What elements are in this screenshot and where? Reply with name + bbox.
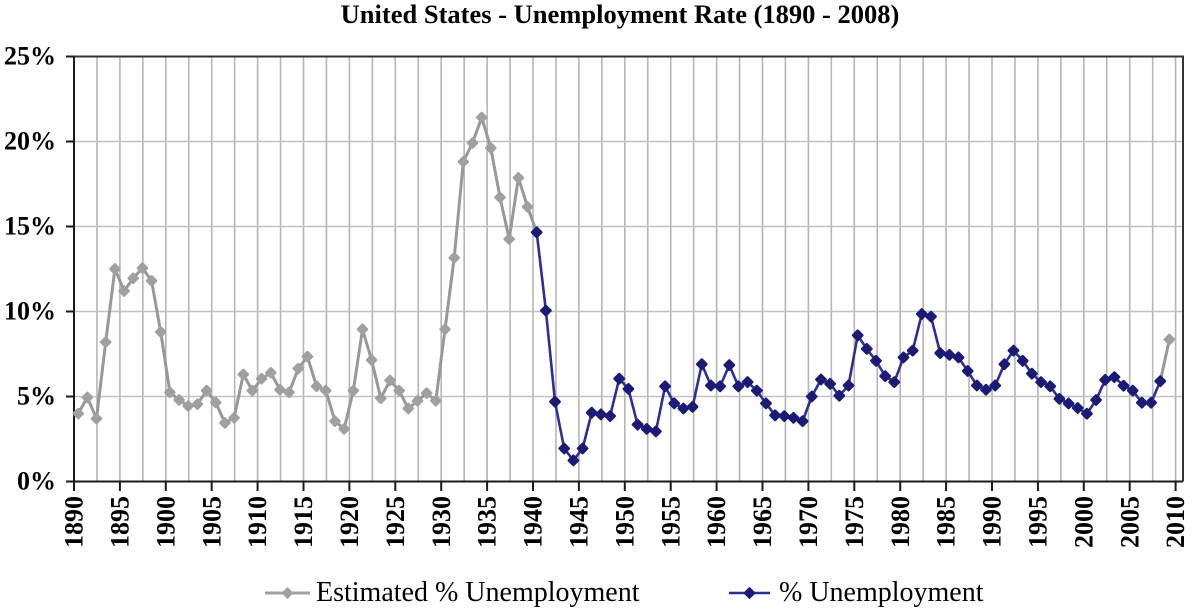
svg-text:15%: 15% <box>4 212 56 241</box>
svg-text:2000: 2000 <box>1069 496 1098 548</box>
svg-text:1890: 1890 <box>60 496 89 548</box>
svg-text:1915: 1915 <box>289 496 318 548</box>
svg-text:2010: 2010 <box>1161 496 1190 548</box>
svg-text:20%: 20% <box>4 127 56 156</box>
svg-text:1975: 1975 <box>840 496 869 548</box>
svg-text:10%: 10% <box>4 297 56 326</box>
svg-text:1905: 1905 <box>197 496 226 548</box>
svg-text:United States - Unemployment R: United States - Unemployment Rate (1890 … <box>341 0 900 29</box>
svg-text:1950: 1950 <box>610 496 639 548</box>
svg-text:1930: 1930 <box>427 496 456 548</box>
svg-text:0%: 0% <box>17 467 56 496</box>
svg-text:1925: 1925 <box>381 496 410 548</box>
svg-text:1965: 1965 <box>748 496 777 548</box>
svg-text:% Unemployment: % Unemployment <box>779 577 984 608</box>
svg-text:1935: 1935 <box>473 496 502 548</box>
svg-text:2005: 2005 <box>1115 496 1144 548</box>
svg-text:1990: 1990 <box>978 496 1007 548</box>
svg-text:1985: 1985 <box>932 496 961 548</box>
svg-text:1955: 1955 <box>656 496 685 548</box>
svg-text:1900: 1900 <box>151 496 180 548</box>
svg-text:1980: 1980 <box>886 496 915 548</box>
svg-text:1895: 1895 <box>106 496 135 548</box>
svg-text:Estimated % Unemployment: Estimated % Unemployment <box>316 577 640 608</box>
svg-text:1920: 1920 <box>335 496 364 548</box>
svg-text:1960: 1960 <box>702 496 731 548</box>
svg-text:25%: 25% <box>4 42 56 71</box>
svg-text:5%: 5% <box>17 382 56 411</box>
svg-text:1995: 1995 <box>1024 496 1053 548</box>
svg-text:1940: 1940 <box>519 496 548 548</box>
svg-text:1970: 1970 <box>794 496 823 548</box>
svg-text:1910: 1910 <box>243 496 272 548</box>
svg-text:1945: 1945 <box>565 496 594 548</box>
